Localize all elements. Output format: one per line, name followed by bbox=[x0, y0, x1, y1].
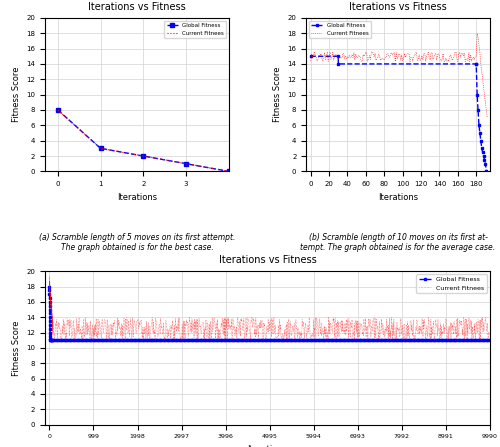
Global Fitness bbox=[476, 122, 482, 128]
Global Fitness bbox=[478, 138, 484, 143]
Global Fitness bbox=[336, 61, 342, 67]
Current Fitnees bbox=[259, 317, 265, 323]
Current Fitnees bbox=[46, 274, 52, 279]
Current Fitnees bbox=[453, 49, 459, 55]
Current Fitnees bbox=[388, 51, 394, 56]
Text: (a) Scramble length of 5 moves on its first attempt.
The graph obtained is for t: (a) Scramble length of 5 moves on its fi… bbox=[39, 233, 235, 252]
Current Fitnees bbox=[358, 59, 364, 64]
X-axis label: Iterations: Iterations bbox=[117, 193, 157, 202]
Current Fitnees bbox=[48, 307, 54, 312]
Legend: Global Fitness, Current Fitnees: Global Fitness, Current Fitnees bbox=[309, 21, 370, 38]
Global Fitness bbox=[48, 337, 54, 343]
Global Fitness bbox=[426, 337, 432, 343]
Global Fitness bbox=[480, 153, 486, 159]
Current Fitnees bbox=[487, 332, 493, 337]
X-axis label: Iterations: Iterations bbox=[248, 445, 288, 447]
Global Fitness bbox=[477, 131, 483, 136]
Global Fitness bbox=[484, 169, 490, 174]
Line: Current Fitnees: Current Fitnees bbox=[50, 276, 490, 340]
Global Fitness bbox=[475, 107, 481, 113]
Global Fitness bbox=[279, 337, 285, 343]
Global Fitness bbox=[474, 92, 480, 97]
Current Fitnees bbox=[202, 327, 208, 333]
Line: Current Fitnees: Current Fitnees bbox=[58, 110, 229, 171]
Global Fitness bbox=[336, 54, 342, 59]
Global Fitness bbox=[473, 61, 479, 67]
Global Fitness bbox=[46, 284, 52, 289]
Y-axis label: Fitness Score: Fitness Score bbox=[12, 320, 20, 375]
Current Fitnees bbox=[226, 169, 232, 174]
Global Fitness bbox=[296, 337, 302, 343]
Current Fitnees bbox=[446, 59, 452, 64]
Current Fitnees bbox=[98, 146, 103, 151]
Current Fitnees bbox=[322, 50, 328, 55]
Current Fitnees bbox=[332, 51, 338, 57]
Legend: Global Fitness, Current Fitnees: Global Fitness, Current Fitnees bbox=[164, 21, 226, 38]
X-axis label: Iterations: Iterations bbox=[378, 193, 418, 202]
Global Fitness bbox=[482, 157, 488, 163]
Current Fitnees bbox=[354, 55, 360, 60]
Title: Iterations vs Fitness: Iterations vs Fitness bbox=[218, 255, 316, 265]
Current Fitnees bbox=[55, 107, 61, 113]
Y-axis label: Fitness Score: Fitness Score bbox=[273, 67, 282, 122]
Text: (b) Scramble length of 10 moves on its first at-
tempt. The graph obtained is fo: (b) Scramble length of 10 moves on its f… bbox=[300, 233, 496, 252]
Legend: Global Fitness, Current Fitnees: Global Fitness, Current Fitnees bbox=[416, 274, 487, 293]
Y-axis label: Fitness Score: Fitness Score bbox=[12, 67, 20, 122]
Current Fitnees bbox=[462, 316, 468, 321]
Line: Global Fitness: Global Fitness bbox=[310, 55, 488, 173]
Title: Iterations vs Fitness: Iterations vs Fitness bbox=[88, 1, 186, 12]
Global Fitness bbox=[482, 161, 488, 166]
Global Fitness bbox=[83, 337, 89, 343]
Global Fitness bbox=[480, 149, 486, 155]
Line: Global Fitness: Global Fitness bbox=[48, 286, 490, 341]
Current Fitnees bbox=[376, 337, 382, 343]
Current Fitnees bbox=[388, 50, 394, 55]
Title: Iterations vs Fitness: Iterations vs Fitness bbox=[349, 1, 447, 12]
Current Fitnees bbox=[183, 161, 189, 166]
Current Fitnees bbox=[473, 54, 479, 59]
Global Fitness bbox=[55, 107, 61, 113]
Line: Global Fitness: Global Fitness bbox=[56, 108, 231, 173]
Global Fitness bbox=[473, 61, 479, 67]
Global Fitness bbox=[98, 146, 103, 151]
Global Fitness bbox=[88, 337, 94, 343]
Global Fitness bbox=[308, 54, 314, 59]
Current Fitnees bbox=[368, 321, 374, 327]
Line: Current Fitnees: Current Fitnees bbox=[310, 52, 476, 62]
Current Fitnees bbox=[46, 282, 52, 287]
Global Fitness bbox=[140, 153, 146, 159]
Current Fitnees bbox=[380, 327, 386, 333]
Global Fitness bbox=[360, 337, 366, 343]
Global Fitness bbox=[486, 337, 492, 343]
Current Fitnees bbox=[140, 153, 146, 159]
Global Fitness bbox=[226, 169, 232, 174]
Global Fitness bbox=[478, 146, 484, 151]
Global Fitness bbox=[183, 161, 189, 166]
Current Fitnees bbox=[308, 58, 314, 63]
